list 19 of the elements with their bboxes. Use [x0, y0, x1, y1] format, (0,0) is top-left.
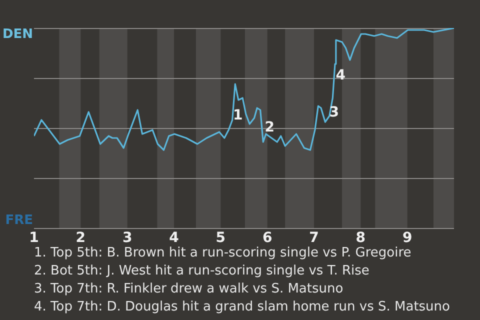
- text: 2. Bot 5th: J. West hit a run-scoring single vs T. Rise: [34, 263, 370, 278]
- x-tick-label: 6: [262, 230, 272, 246]
- text: 1. Top 5th: B. Brown hit a run-scoring single vs P. Gregoire: [34, 245, 412, 260]
- text: 4. Top 7th: D. Douglas hit a grand slam home run vs S. Matsuno: [34, 299, 450, 314]
- x-tick-label: 5: [216, 230, 226, 246]
- annotation: 1: [233, 108, 243, 124]
- x-tick-label: 9: [402, 230, 412, 246]
- text: 3. Top 7th: R. Finkler drew a walk vs S. Matsuno: [34, 281, 344, 296]
- x-tick-label: 1: [29, 230, 39, 246]
- annotation: 4: [336, 68, 346, 84]
- annotation: 3: [329, 104, 339, 121]
- text: FRE: [5, 212, 33, 228]
- x-tick-label: 4: [169, 230, 180, 246]
- annotation: 2: [264, 120, 275, 136]
- x-tick-label: 3: [122, 230, 132, 246]
- x-tick-label: 2: [76, 230, 86, 246]
- text: DEN: [2, 26, 33, 42]
- x-tick-label: 7: [309, 230, 319, 246]
- x-tick-label: 8: [356, 230, 366, 246]
